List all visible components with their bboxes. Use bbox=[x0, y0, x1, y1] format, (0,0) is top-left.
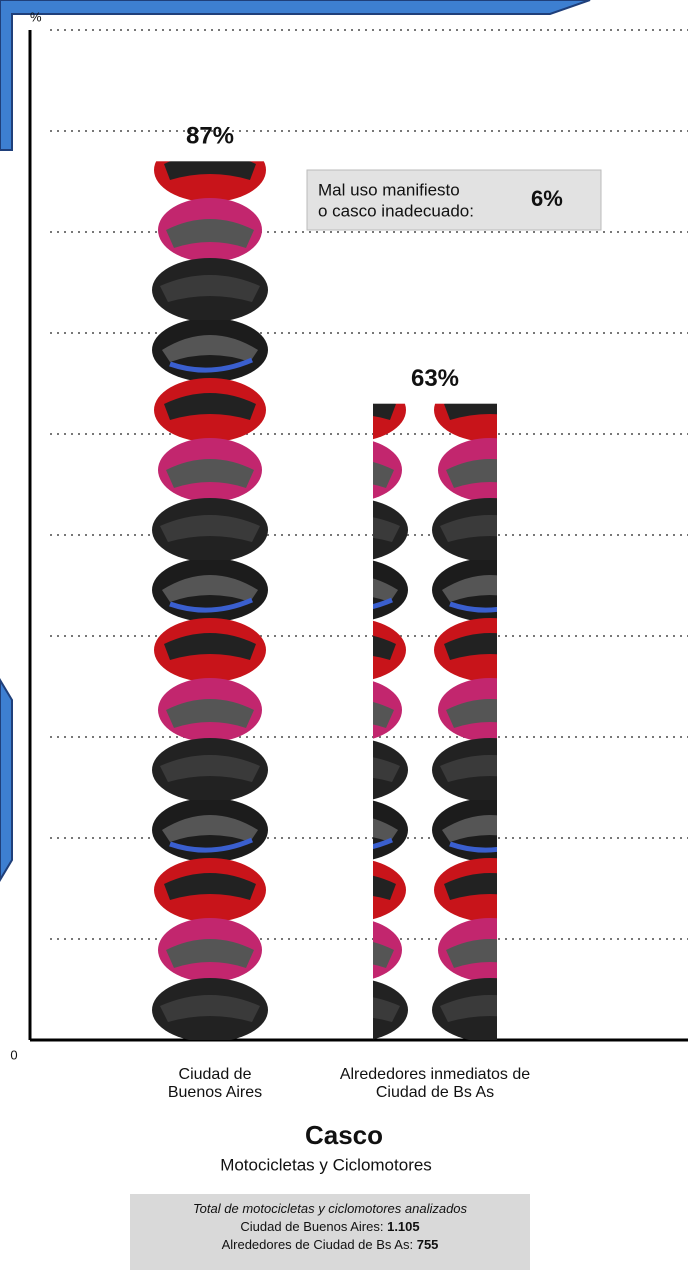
note-item: Ciudad de Buenos Aires: 1.105 bbox=[130, 1218, 530, 1236]
note-value: 755 bbox=[417, 1237, 439, 1252]
page: % Mal uso manifiesto o casco inadecuado:… bbox=[0, 0, 688, 1256]
note-box: Total de motocicletas y ciclomotores ana… bbox=[130, 1194, 530, 1270]
value-label: 63% bbox=[411, 365, 459, 392]
side-decor bbox=[0, 680, 12, 880]
chart-title: Casco bbox=[305, 1120, 383, 1150]
y-axis-label: % bbox=[30, 9, 42, 24]
note-item: Alrededores de Ciudad de Bs As: 755 bbox=[130, 1236, 530, 1254]
helmet-stack bbox=[148, 161, 272, 1040]
helmet-stack bbox=[373, 404, 497, 1040]
value-label: 87% bbox=[186, 123, 234, 150]
note-label: Alrededores de Ciudad de Bs As: bbox=[222, 1237, 414, 1252]
x-tick-label: Ciudad de Buenos Aires bbox=[155, 1066, 275, 1102]
banner-decor bbox=[0, 0, 590, 150]
x-tick-label: Alrededores inmediatos de Ciudad de Bs A… bbox=[315, 1066, 555, 1102]
y-tick-label: 0 bbox=[10, 1047, 17, 1062]
note-label: Ciudad de Buenos Aires: bbox=[240, 1219, 383, 1234]
annotation-text: o casco inadecuado: bbox=[318, 201, 474, 220]
note-value: 1.105 bbox=[387, 1219, 420, 1234]
chart-subtitle: Motocicletas y Ciclomotores bbox=[220, 1155, 432, 1174]
annotation-value: 6% bbox=[531, 186, 563, 211]
annotation-text: Mal uso manifiesto bbox=[318, 180, 460, 199]
note-title: Total de motocicletas y ciclomotores ana… bbox=[130, 1200, 530, 1218]
